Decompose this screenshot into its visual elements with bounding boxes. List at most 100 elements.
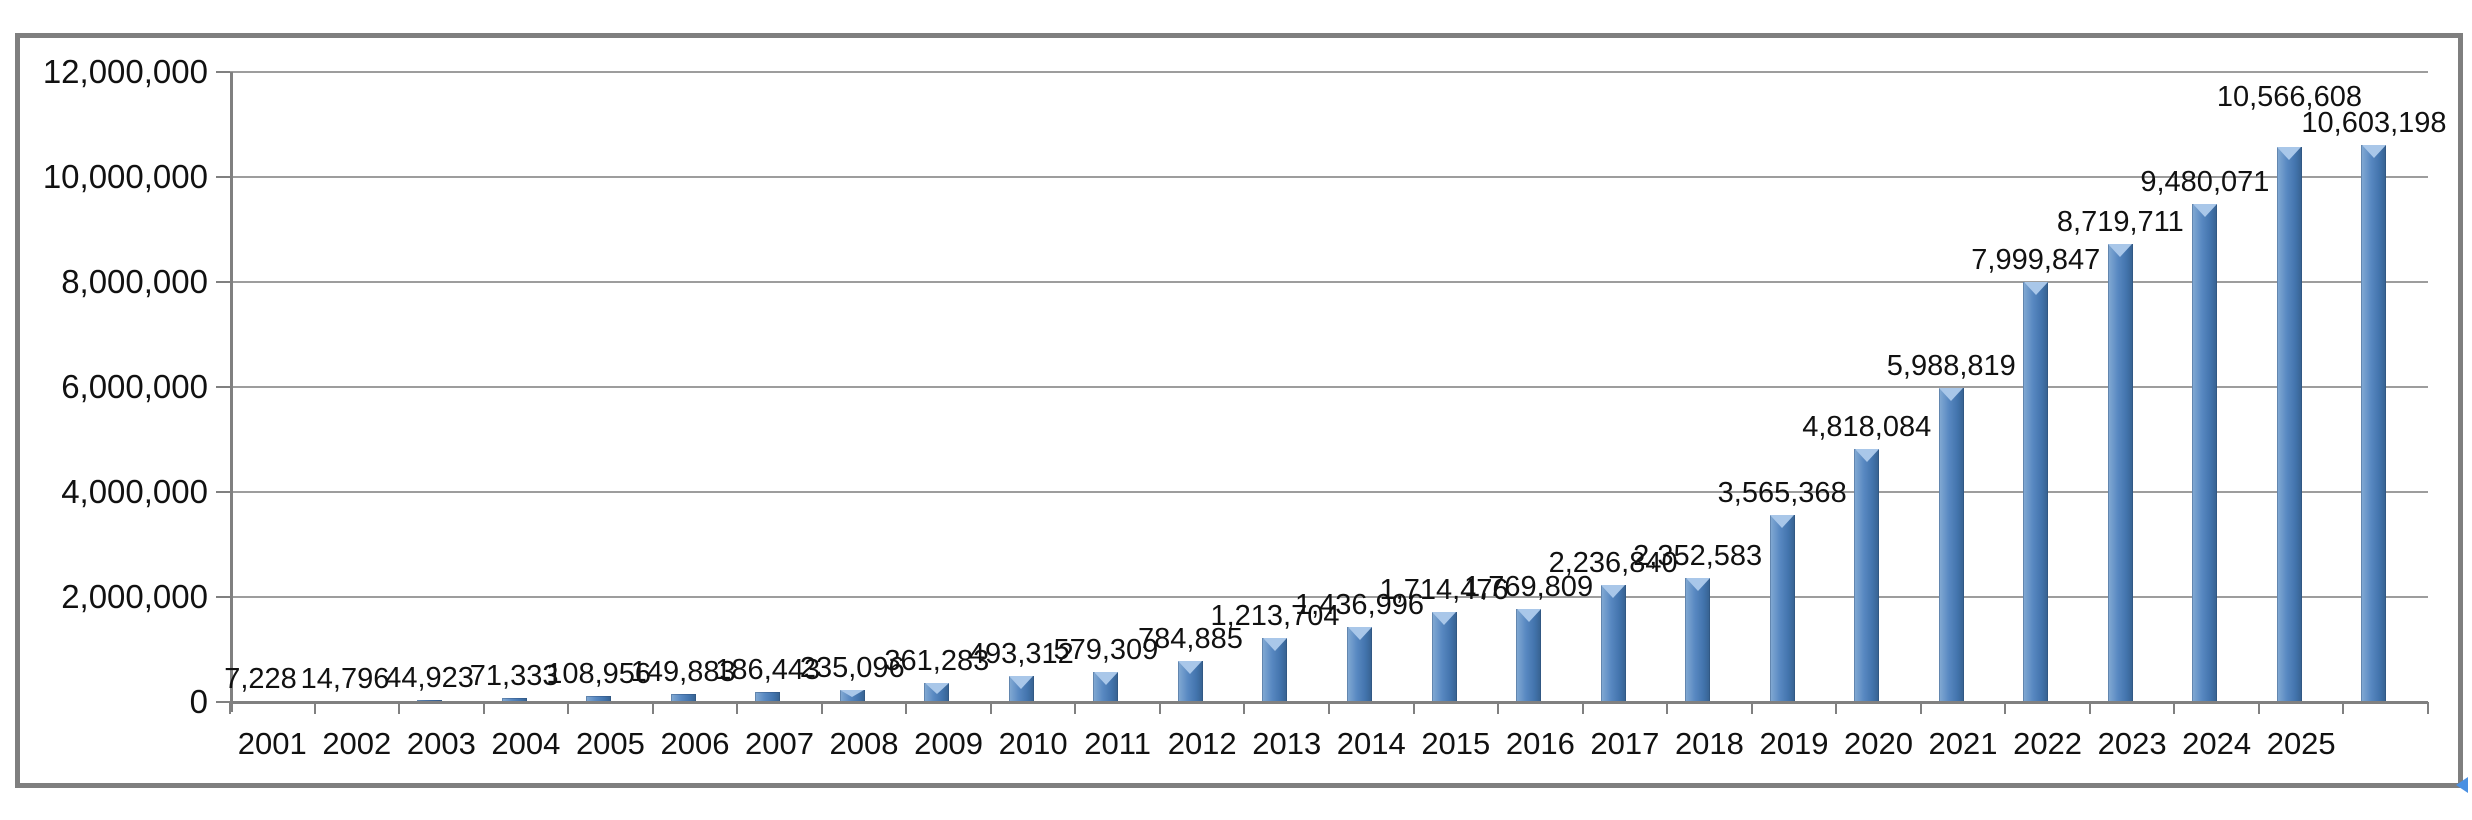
bar-top-highlight (1601, 584, 1626, 598)
y-axis-tick (216, 386, 230, 388)
gridline (230, 596, 2428, 598)
y-axis-tick-label: 2,000,000 (61, 578, 208, 615)
x-axis-tick (2342, 702, 2345, 714)
data-label: 149,883 (630, 656, 736, 689)
x-axis-category-label: 2011 (1084, 726, 1151, 761)
data-label: 2,236,840 (1548, 546, 1678, 579)
data-label: 10,603,198 (2301, 107, 2447, 140)
data-label: 579,309 (1053, 633, 1159, 666)
x-axis-category-label: 2018 (1674, 726, 1744, 761)
bar (1008, 676, 1034, 702)
x-axis-tick (482, 702, 485, 714)
bar (1938, 387, 1964, 702)
bar (2361, 145, 2387, 702)
x-axis-tick (398, 702, 401, 714)
bar-top-highlight (1939, 387, 1964, 401)
data-label: 1,213,704 (1210, 600, 1340, 633)
bar (2023, 282, 2049, 702)
x-axis-tick (1750, 702, 1753, 714)
blue-corner-marker-icon (2456, 777, 2468, 793)
x-axis-tick (2427, 702, 2429, 714)
bar (1093, 671, 1119, 702)
bar-top-highlight (924, 683, 949, 695)
y-axis-tick (216, 491, 230, 493)
bar (1854, 449, 1880, 702)
x-axis-category-label: 2020 (1844, 726, 1913, 761)
data-label: 784,885 (1138, 622, 1243, 655)
y-axis-tick (216, 71, 230, 73)
bar (839, 689, 865, 702)
bar-top-highlight (1685, 578, 1710, 592)
x-axis-category-label: 2017 (1590, 726, 1660, 761)
x-axis-category-label: 2003 (406, 726, 476, 761)
x-axis-tick (820, 702, 823, 714)
bar (755, 692, 781, 702)
x-axis-category-label: 2006 (660, 726, 730, 761)
data-label: 108,956 (546, 658, 652, 691)
bar (586, 696, 612, 702)
bar (670, 694, 696, 702)
data-label: 7,228 (224, 663, 297, 695)
gridline (230, 71, 2428, 73)
x-axis-category-label: 2013 (1252, 726, 1322, 761)
x-axis-category-label: 2012 (1167, 726, 1237, 761)
data-label: 2,352,583 (1633, 540, 1763, 573)
y-axis-tick (216, 596, 230, 598)
x-axis-category-label: 2009 (914, 726, 984, 761)
x-axis-tick (989, 702, 992, 714)
data-label: 14,796 (300, 663, 390, 695)
x-axis-category-label: 2019 (1759, 726, 1829, 761)
x-axis-tick (2173, 702, 2176, 714)
bar-top-highlight (1262, 638, 1287, 652)
bar (501, 698, 527, 702)
gridline (230, 491, 2428, 493)
data-label: 9,480,071 (2140, 166, 2270, 199)
bar (924, 683, 950, 702)
x-axis-tick (1412, 702, 1415, 714)
x-axis-category-label: 2008 (829, 726, 899, 761)
x-axis-category-label: 2021 (1928, 726, 1998, 761)
data-label: 44,923 (385, 661, 474, 694)
x-axis-category-label: 2024 (2182, 726, 2252, 761)
bar (2107, 244, 2133, 702)
bar-top-highlight (1178, 660, 1203, 674)
bar-top-highlight (1009, 676, 1034, 690)
bar-top-highlight (2023, 282, 2048, 295)
x-axis-tick (567, 702, 570, 714)
x-axis-category-label: 2015 (1421, 726, 1491, 761)
y-axis-tick-label: 0 (189, 683, 208, 720)
x-axis-tick (1074, 702, 1077, 714)
data-label: 361,283 (884, 645, 990, 678)
bar (1431, 611, 1457, 702)
x-axis-line (230, 701, 2428, 704)
y-axis-tick (216, 281, 230, 283)
x-axis-category-label: 2002 (322, 726, 392, 761)
y-axis-line (230, 72, 233, 712)
bar-top-highlight (1854, 449, 1879, 463)
gridline (230, 386, 2428, 388)
bar-top-highlight (2192, 204, 2217, 218)
x-axis-tick (1158, 702, 1161, 714)
bar (1177, 660, 1203, 702)
data-label: 71,333 (469, 660, 559, 693)
bar (1769, 514, 1795, 702)
bar (1685, 578, 1711, 702)
bar-top-highlight (2361, 145, 2386, 159)
y-axis-tick-label: 12,000,000 (42, 53, 208, 90)
x-axis-tick (229, 702, 231, 714)
bar (417, 699, 443, 702)
x-axis-category-label: 2010 (998, 726, 1068, 761)
x-axis-tick (1666, 702, 1669, 714)
x-axis-tick (1581, 702, 1584, 714)
x-axis-tick (2257, 702, 2260, 714)
data-label: 7,999,847 (1971, 244, 2101, 276)
x-axis-tick (736, 702, 739, 714)
x-axis-tick (313, 702, 316, 714)
bar-top-highlight (840, 689, 865, 697)
bar-top-highlight (2277, 147, 2302, 161)
y-axis-tick (216, 176, 230, 178)
data-label: 3,565,368 (1717, 476, 1847, 509)
x-axis-tick (1835, 702, 1838, 714)
data-label: 10,566,608 (2216, 81, 2362, 114)
x-axis-category-label: 2004 (491, 726, 561, 761)
